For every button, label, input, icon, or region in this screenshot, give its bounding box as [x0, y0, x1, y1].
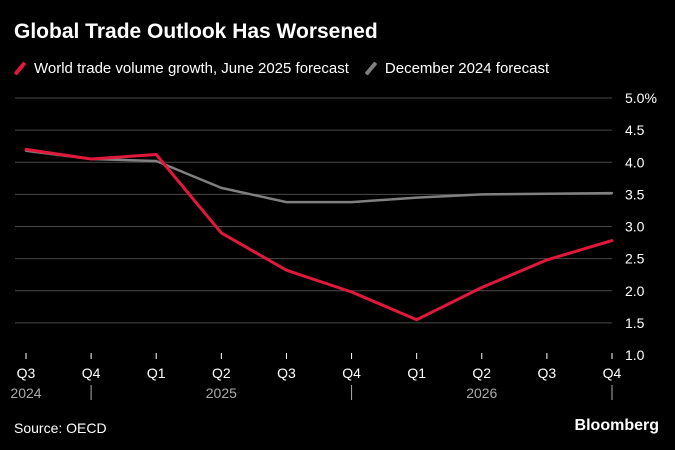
y-tick-label: 1.5	[625, 315, 645, 331]
year-label: 2024	[10, 385, 41, 401]
legend-item-dec-2024: December 2024 forecast	[364, 59, 550, 77]
x-tick-label: Q1	[407, 365, 426, 381]
x-tick-label: Q1	[147, 365, 166, 381]
x-tick-label: Q3	[17, 365, 36, 381]
y-tick-label: 5.0%	[625, 90, 657, 106]
series-line-june-2025	[24, 147, 614, 322]
year-label: 2026	[466, 385, 497, 401]
bloomberg-logo: Bloomberg	[574, 417, 659, 434]
series-line-dec-2024	[24, 149, 614, 204]
x-tick-label: Q4	[82, 365, 101, 381]
x-tick-label: Q3	[277, 365, 296, 381]
x-tick-label: Q4	[603, 365, 622, 381]
y-tick-label: 2.0	[625, 283, 645, 299]
y-tick-label: 3.5	[625, 186, 645, 202]
legend-label-dec-2024: December 2024 forecast	[384, 59, 550, 77]
y-axis-ticks: 1.0 1.5 2.0 2.5 3.0 3.5 4.0 4.5 5.0%	[625, 90, 657, 363]
x-tick-label: Q4	[342, 365, 361, 381]
legend-item-june-2025: World trade volume growth, June 2025 for…	[13, 59, 349, 77]
year-label: 2025	[206, 385, 237, 401]
legend-label-june-2025: World trade volume growth, June 2025 for…	[34, 59, 349, 77]
chart-legend: World trade volume growth, June 2025 for…	[13, 58, 565, 78]
y-tick-label: 2.5	[625, 251, 645, 267]
chart-title: Global Trade Outlook Has Worsened	[14, 20, 378, 43]
series-lines	[24, 147, 614, 322]
y-tick-label: 4.0	[625, 154, 645, 170]
x-tick-label: Q2	[212, 365, 231, 381]
x-axis-ticks: Q3 Q4 Q1 Q2 Q3 Q4 Q1 Q2 Q3 Q4 2024 2025 2026	[10, 353, 622, 401]
y-tick-label: 1.0	[625, 347, 645, 363]
source-note: Source: OECD	[14, 420, 107, 436]
y-tick-label: 3.0	[625, 219, 645, 235]
x-tick-label: Q3	[538, 365, 557, 381]
gridlines	[15, 97, 612, 324]
y-tick-label: 4.5	[625, 122, 645, 138]
x-tick-label: Q2	[472, 365, 491, 381]
